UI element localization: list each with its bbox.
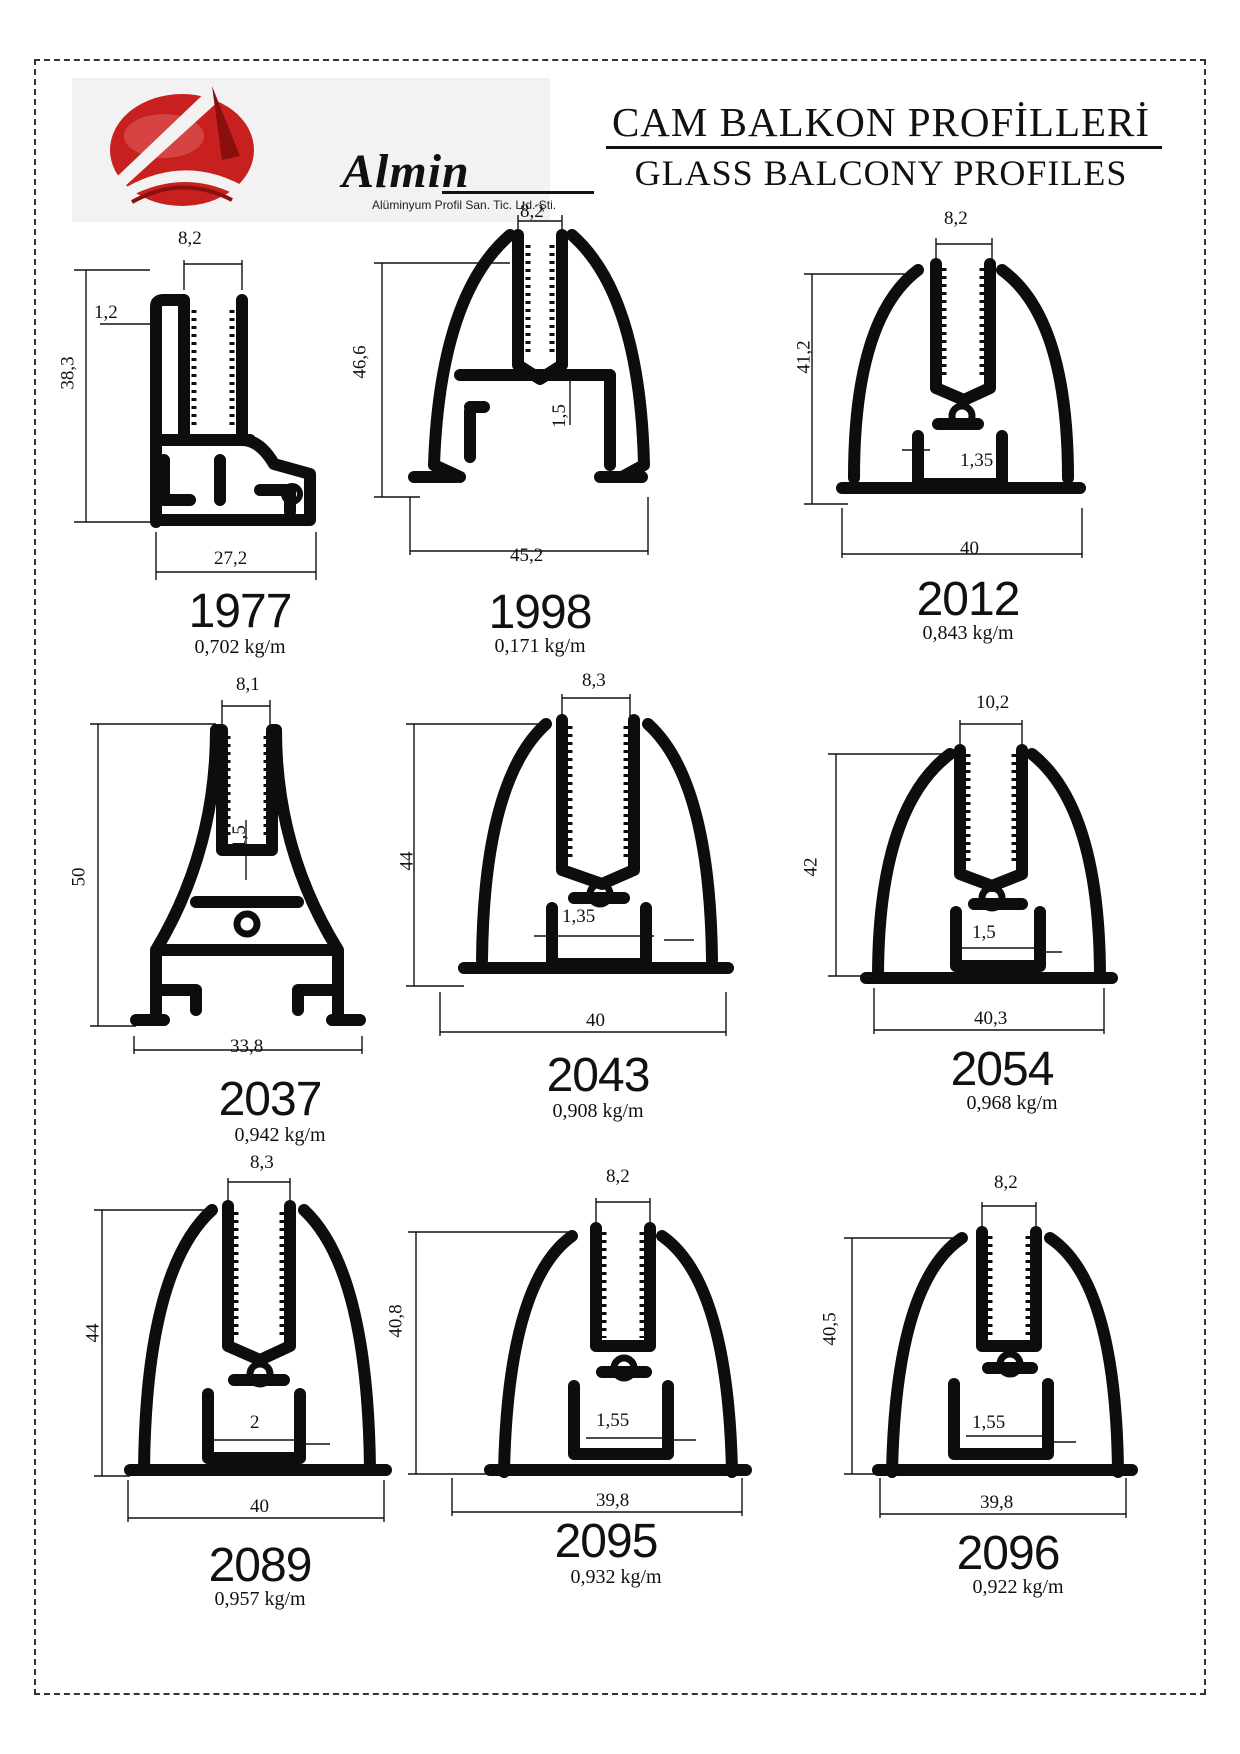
profile-1977-width-dim: 27,2 xyxy=(214,548,248,569)
profile-2037-drawing xyxy=(90,700,366,1054)
profile-1998-code: 1998 xyxy=(488,586,593,639)
profile-2037-wall-dim: 1,5 xyxy=(228,825,250,849)
profile-1977-weight: 0,702 kg/m xyxy=(194,636,286,658)
title-divider xyxy=(606,146,1162,149)
profile-2096-weight: 0,922 kg/m xyxy=(972,1576,1064,1598)
dashed-page-border xyxy=(34,59,1206,1695)
profile-1998-wall-dim: 1,5 xyxy=(548,404,570,428)
profile-2054-code: 2054 xyxy=(950,1043,1055,1096)
profile-2054-weight: 0,968 kg/m xyxy=(966,1092,1058,1114)
profile-2089: 8,3 44 2 40 2089 0,957 kg/m xyxy=(83,1152,430,1630)
profile-2054-height-dim: 42 xyxy=(800,857,822,877)
profile-2095-drawing xyxy=(408,1198,752,1516)
profile-2095: 8,2 40,8 1,55 39,8 2095 0,932 kg/m xyxy=(386,1166,766,1632)
profile-2054: 10,2 42 1,5 40,3 2054 0,968 kg/m xyxy=(801,692,1146,1158)
profile-1998: 8,2 46,6 1,5 45,2 1998 0,171 kg/m xyxy=(350,201,740,675)
profile-2012-height-dim: 41,2 xyxy=(793,340,815,374)
profile-2096-drawing xyxy=(844,1202,1138,1518)
profile-1998-drawing xyxy=(374,215,650,555)
logo-emblem-icon xyxy=(82,86,254,210)
profile-2012-wall-dim: 1,35 xyxy=(960,450,994,471)
profile-2095-code: 2095 xyxy=(554,1515,659,1568)
profile-2089-weight: 0,957 kg/m xyxy=(214,1588,306,1610)
profile-1998-slot-dim: 8,2 xyxy=(520,201,544,222)
profile-1998-weight: 0,171 kg/m xyxy=(494,635,586,657)
profile-2095-height-dim: 40,8 xyxy=(385,1304,407,1338)
profile-2089-drawing xyxy=(94,1178,392,1522)
profile-1998-width-dim: 45,2 xyxy=(510,545,544,566)
profile-2096: 8,2 40,5 1,55 39,8 2096 0,922 kg/m xyxy=(820,1172,1146,1632)
profile-2095-weight: 0,932 kg/m xyxy=(570,1566,662,1588)
profile-2054-slot-dim: 10,2 xyxy=(976,692,1010,713)
profile-2095-slot-dim: 8,2 xyxy=(606,1166,630,1187)
profile-2043-code: 2043 xyxy=(546,1049,651,1102)
profile-1977: 8,2 1,2 38,3 27,2 1977 0,702 kg/m xyxy=(57,228,360,670)
profile-2043-height-dim: 44 xyxy=(396,851,418,871)
profile-2095-wall-dim: 1,55 xyxy=(596,1410,630,1431)
profile-2037-width-dim: 33,8 xyxy=(230,1036,264,1057)
profile-2043-wall-dim: 1,35 xyxy=(562,906,596,927)
profile-2096-height-dim: 40,5 xyxy=(819,1312,841,1346)
profile-2096-wall-dim: 1,55 xyxy=(972,1412,1006,1433)
profile-1977-wall-dim: 1,2 xyxy=(94,302,118,323)
profile-2089-width-dim: 40 xyxy=(250,1496,269,1517)
page-title-turkish: CAM BALKON PROFİLLERİ xyxy=(611,99,1151,145)
profile-2096-code: 2096 xyxy=(956,1527,1061,1580)
profile-2043-slot-dim: 8,3 xyxy=(582,670,606,691)
profile-2043-drawing xyxy=(406,694,734,1036)
profile-2043: 8,3 44 1,35 40 2043 0,908 kg/m xyxy=(397,670,764,1150)
profile-2054-drawing xyxy=(828,720,1118,1034)
page-title-english: GLASS BALCONY PROFILES xyxy=(634,153,1128,193)
company-logo: Almin Alüminyum Profil San. Tic. Ltd. Şt… xyxy=(72,78,594,222)
profile-2012-slot-dim: 8,2 xyxy=(944,208,968,229)
profile-2012-drawing xyxy=(804,238,1086,558)
profile-2012-weight: 0,843 kg/m xyxy=(922,622,1014,644)
profile-2037-code: 2037 xyxy=(218,1073,323,1126)
profile-2037-weight: 0,942 kg/m xyxy=(234,1124,326,1146)
profile-1977-height-dim: 38,3 xyxy=(57,356,79,390)
profile-2012-code: 2012 xyxy=(916,573,1021,626)
profile-1998-height-dim: 46,6 xyxy=(349,345,371,379)
logo-underline xyxy=(442,191,594,194)
profile-1977-drawing xyxy=(74,260,317,580)
logo-company-name: Alüminyum Profil San. Tic. Ltd. Şti. xyxy=(372,198,557,212)
profile-2012-width-dim: 40 xyxy=(960,538,979,559)
profile-2037: 8,1 50 1,5 33,8 2037 0,942 kg/m xyxy=(69,674,396,1160)
profile-1977-slot-dim: 8,2 xyxy=(178,228,202,249)
profile-2043-width-dim: 40 xyxy=(586,1010,605,1031)
profile-2012: 8,2 41,2 1,35 40 2012 0,843 kg/m xyxy=(794,208,1148,678)
profile-2089-height-dim: 44 xyxy=(82,1323,104,1343)
profile-2043-weight: 0,908 kg/m xyxy=(552,1100,644,1122)
profile-2054-width-dim: 40,3 xyxy=(974,1008,1008,1029)
profile-2037-slot-dim: 8,1 xyxy=(236,674,260,695)
profile-1977-code: 1977 xyxy=(188,585,293,638)
profile-2096-slot-dim: 8,2 xyxy=(994,1172,1018,1193)
profile-2054-wall-dim: 1,5 xyxy=(972,922,996,943)
profile-2037-height-dim: 50 xyxy=(68,867,90,887)
profile-2089-slot-dim: 8,3 xyxy=(250,1152,274,1173)
profile-2089-code: 2089 xyxy=(208,1539,313,1592)
profile-2095-width-dim: 39,8 xyxy=(596,1490,630,1511)
profile-2096-width-dim: 39,8 xyxy=(980,1492,1014,1513)
logo-wordmark: Almin xyxy=(342,145,470,198)
profile-2089-wall-dim: 2 xyxy=(250,1412,260,1433)
